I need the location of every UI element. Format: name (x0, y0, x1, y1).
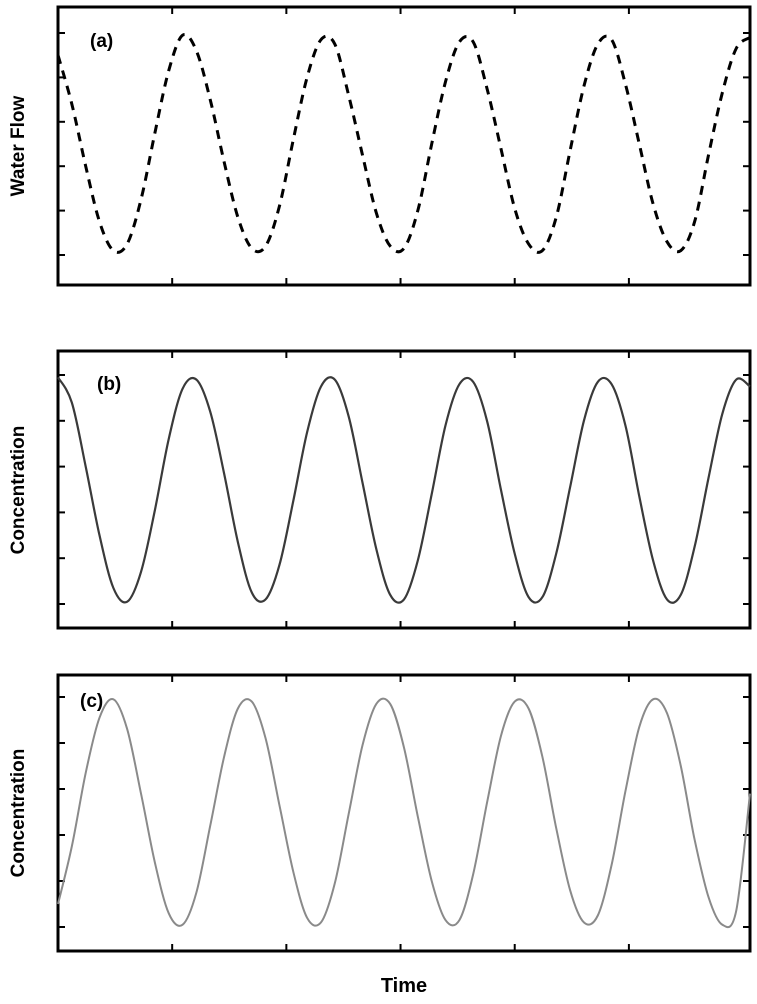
panel-c: (c) Concentration Time (8, 673, 752, 997)
panel-a-ylabel: Water Flow (8, 95, 29, 196)
panel-a-ticks (58, 7, 750, 285)
panel-c-frame (56, 673, 752, 953)
panel-c-label: (c) (80, 691, 103, 712)
panel-c-ticks (58, 675, 750, 951)
panel-a-series-line (56, 32, 751, 254)
panel-c-ylabel: Concentration (8, 749, 29, 878)
panel-a-frame (56, 5, 752, 287)
panel-b-label: (b) (97, 374, 121, 395)
panel-b-series-line (57, 376, 751, 604)
panel-b: (b) Concentration (8, 349, 752, 630)
panel-b-ticks (58, 351, 750, 628)
panel-b-frame (56, 349, 752, 630)
x-axis-label: Time (381, 975, 427, 997)
panel-a: (a) Water Flow (8, 5, 752, 287)
panel-c-series-line (57, 697, 751, 929)
panel-b-ylabel: Concentration (8, 426, 29, 555)
panel-a-label: (a) (90, 31, 113, 52)
